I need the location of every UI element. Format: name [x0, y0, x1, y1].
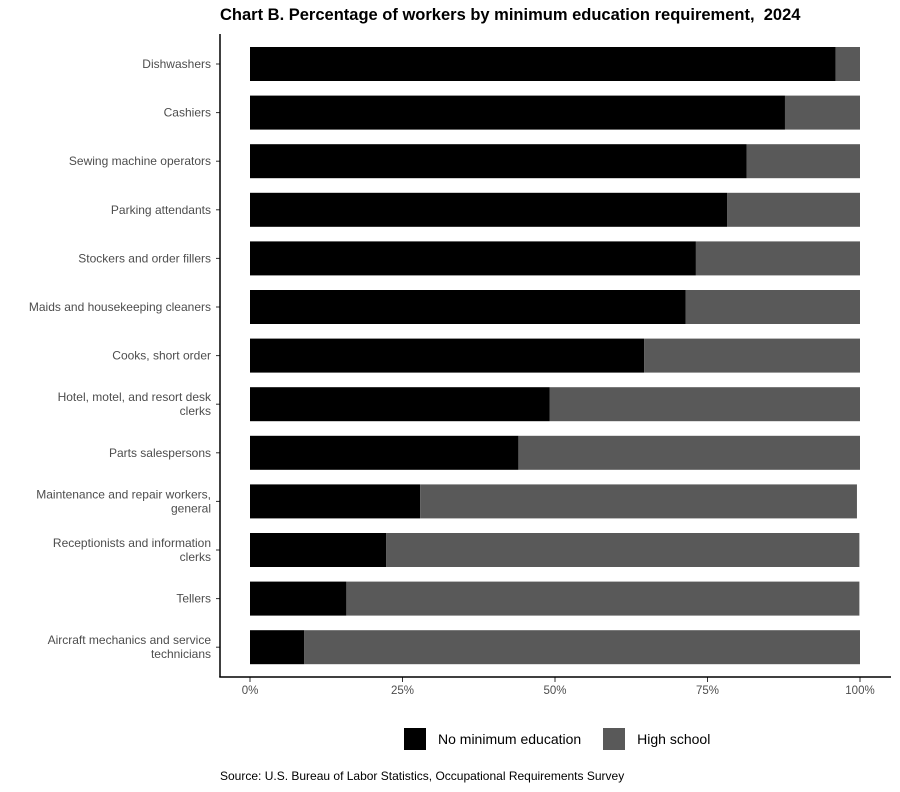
x-tick-label-0: 0%	[242, 685, 259, 697]
bar-high-school-dishwashers	[835, 47, 860, 81]
bar-no-minimum-education-parking-attendants	[250, 192, 728, 227]
bar-no-minimum-education-tellers	[250, 581, 347, 616]
bar-high-school-hotel-motel-and-resort-desk-clerks	[549, 387, 860, 422]
y-label-hotel-motel-and-resort-desk-clerks: Hotel, motel, and resort desk clerks	[58, 390, 212, 418]
legend-swatch-no-minimum-education	[404, 728, 426, 750]
legend-swatch-high-school	[603, 728, 626, 750]
bar-high-school-tellers	[346, 581, 860, 616]
bar-no-minimum-education-receptionists-and-information-clerks	[250, 533, 387, 567]
bar-high-school-parking-attendants	[727, 192, 860, 227]
bar-no-minimum-education-aircraft-mechanics-and-service-technicians	[250, 630, 305, 665]
y-label-aircraft-mechanics-and-service-technicians: Aircraft mechanics and service technician…	[48, 633, 212, 661]
source-note: Source: U.S. Bureau of Labor Statistics,…	[220, 769, 625, 783]
bar-high-school-receptionists-and-information-clerks	[386, 533, 860, 567]
bar-no-minimum-education-parts-salespersons	[250, 435, 519, 470]
bar-high-school-cashiers	[784, 95, 860, 130]
y-label-parking-attendants: Parking attendants	[111, 203, 211, 217]
legend-item-high-school: High school	[603, 728, 710, 750]
bar-no-minimum-education-cashiers	[250, 95, 785, 130]
legend-item-no-minimum-education: No minimum education	[404, 728, 581, 750]
y-label-maids-and-housekeeping-cleaners: Maids and housekeeping cleaners	[29, 300, 211, 314]
bar-no-minimum-education-stockers-and-order-fillers	[250, 241, 696, 276]
y-label-receptionists-and-information-clerks: Receptionists and information clerks	[53, 536, 211, 564]
y-label-maintenance-and-repair-workers-general: Maintenance and repair workers, general	[36, 487, 211, 515]
x-tick-label-50: 50%	[543, 685, 566, 697]
y-label-cashiers: Cashiers	[164, 106, 211, 120]
y-label-cooks-short-order: Cooks, short order	[112, 349, 211, 363]
bar-no-minimum-education-dishwashers	[250, 47, 836, 81]
legend: No minimum education High school	[404, 728, 732, 750]
legend-label-no-minimum-education: No minimum education	[438, 731, 582, 747]
bar-high-school-aircraft-mechanics-and-service-technicians	[304, 630, 860, 665]
bar-high-school-cooks-short-order	[644, 338, 860, 373]
bar-no-minimum-education-maintenance-and-repair-workers-general	[250, 484, 421, 519]
bar-no-minimum-education-sewing-machine-operators	[250, 144, 747, 179]
y-axis-labels: Dishwashers Cashiers Sewing machine operat…	[29, 57, 212, 661]
bar-no-minimum-education-cooks-short-order	[250, 338, 645, 373]
bars-layer	[250, 47, 860, 665]
y-label-parts-salespersons: Parts salespersons	[109, 446, 211, 460]
x-tick-label-25: 25%	[391, 685, 414, 697]
x-tick-label-75: 75%	[696, 685, 719, 697]
chart-title: Chart B. Percentage of workers by minimu…	[220, 6, 801, 24]
bar-no-minimum-education-hotel-motel-and-resort-desk-clerks	[250, 387, 550, 422]
bar-high-school-maids-and-housekeeping-cleaners	[685, 290, 860, 324]
bar-high-school-sewing-machine-operators	[746, 144, 860, 179]
y-label-sewing-machine-operators: Sewing machine operators	[69, 154, 211, 168]
x-tick-label-100: 100%	[845, 685, 874, 697]
bar-high-school-maintenance-and-repair-workers-general	[420, 484, 857, 519]
chart-plot: Dishwashers Cashiers Sewing machine operat…	[29, 34, 891, 697]
x-axis-ticks: 0% 25% 50% 75% 100%	[242, 677, 875, 697]
y-label-stockers-and-order-fillers: Stockers and order fillers	[78, 251, 211, 265]
bar-no-minimum-education-maids-and-housekeeping-cleaners	[250, 290, 686, 324]
bar-high-school-stockers-and-order-fillers	[695, 241, 860, 276]
bar-high-school-parts-salespersons	[518, 435, 860, 470]
y-label-tellers: Tellers	[176, 592, 211, 606]
y-label-dishwashers: Dishwashers	[142, 57, 211, 71]
legend-label-high-school: High school	[637, 731, 711, 747]
